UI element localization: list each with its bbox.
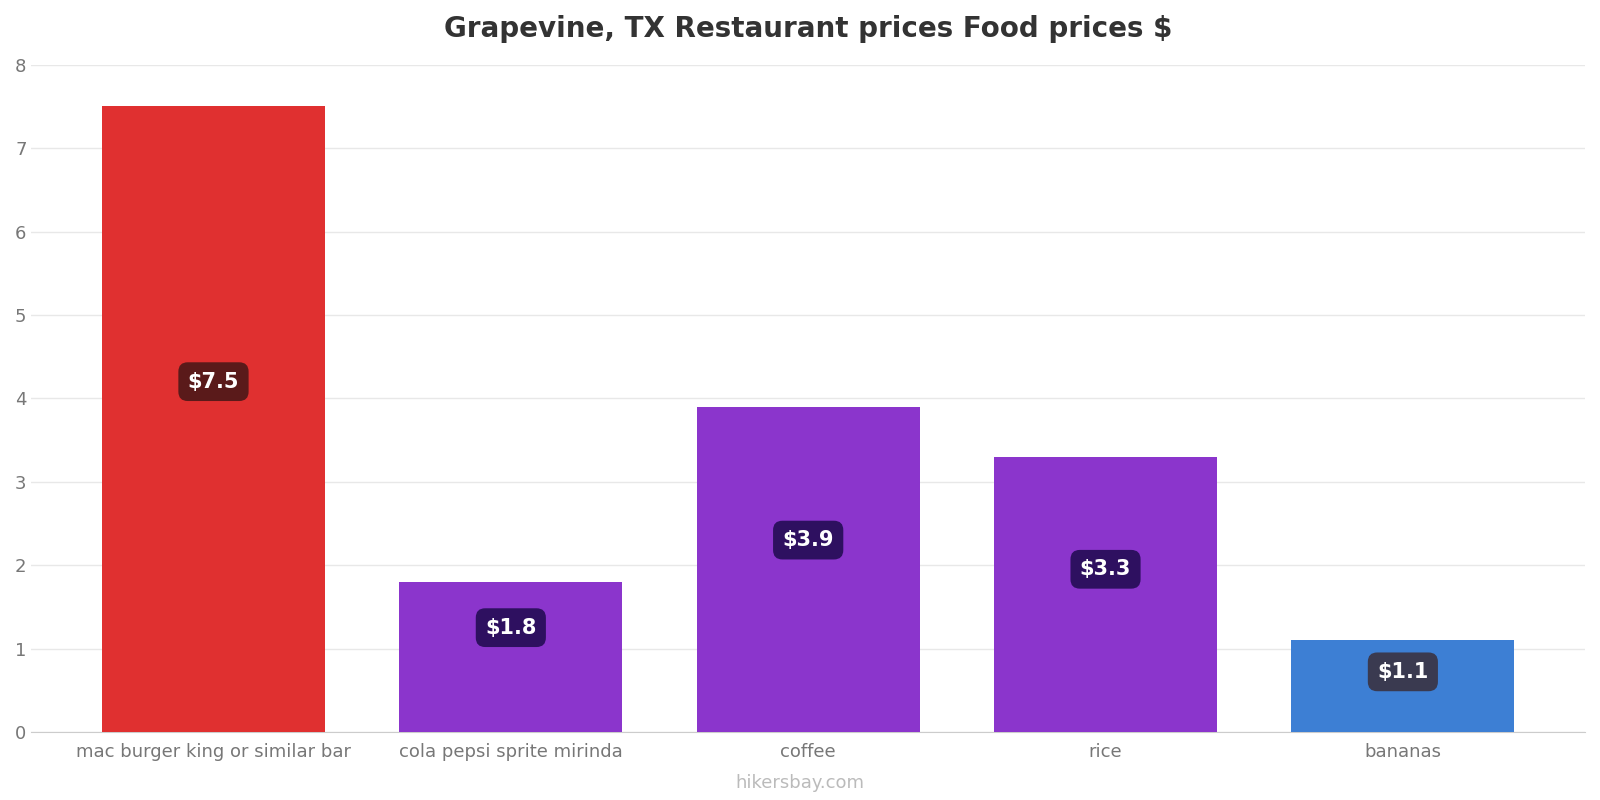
Text: $7.5: $7.5 — [187, 372, 240, 392]
Bar — [1291, 640, 1514, 732]
Bar — [400, 582, 622, 732]
Text: $3.3: $3.3 — [1080, 559, 1131, 579]
Title: Grapevine, TX Restaurant prices Food prices $: Grapevine, TX Restaurant prices Food pri… — [443, 15, 1173, 43]
Bar — [696, 406, 920, 732]
Bar — [102, 106, 325, 732]
Text: hikersbay.com: hikersbay.com — [736, 774, 864, 792]
Text: $1.8: $1.8 — [485, 618, 536, 638]
Text: $1.1: $1.1 — [1378, 662, 1429, 682]
Text: $3.9: $3.9 — [782, 530, 834, 550]
Bar — [994, 457, 1218, 732]
